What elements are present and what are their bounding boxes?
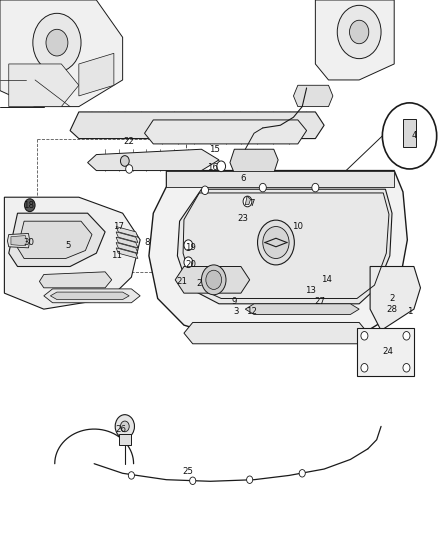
Circle shape	[120, 156, 129, 166]
Circle shape	[115, 415, 134, 438]
Polygon shape	[116, 243, 138, 253]
Circle shape	[403, 364, 410, 372]
Circle shape	[217, 161, 226, 172]
Circle shape	[247, 476, 253, 483]
Polygon shape	[0, 0, 123, 107]
Polygon shape	[116, 248, 138, 259]
Circle shape	[312, 183, 319, 192]
Text: 14: 14	[321, 276, 332, 284]
Text: 26: 26	[115, 425, 126, 433]
Polygon shape	[50, 292, 129, 300]
Circle shape	[263, 227, 289, 259]
Circle shape	[126, 165, 133, 173]
Text: 19: 19	[185, 244, 196, 252]
Circle shape	[403, 332, 410, 340]
Text: 2: 2	[197, 279, 202, 288]
Circle shape	[206, 270, 222, 289]
Polygon shape	[70, 112, 324, 139]
Text: 9: 9	[232, 297, 237, 305]
Text: 11: 11	[110, 252, 122, 260]
Polygon shape	[18, 221, 92, 259]
Polygon shape	[116, 232, 138, 243]
Text: 8: 8	[144, 238, 149, 247]
Text: 20: 20	[185, 261, 196, 269]
Circle shape	[120, 421, 129, 432]
Text: 12: 12	[246, 308, 258, 316]
Circle shape	[25, 199, 35, 212]
Polygon shape	[315, 0, 394, 80]
Polygon shape	[403, 119, 416, 147]
Circle shape	[33, 13, 81, 72]
Text: 22: 22	[124, 137, 135, 146]
Circle shape	[128, 472, 134, 479]
Circle shape	[258, 220, 294, 265]
Polygon shape	[79, 53, 114, 96]
Polygon shape	[245, 304, 359, 314]
Text: 3: 3	[234, 308, 239, 316]
Polygon shape	[116, 237, 138, 248]
Circle shape	[184, 257, 193, 268]
Polygon shape	[184, 322, 368, 344]
Circle shape	[361, 364, 368, 372]
Text: 17: 17	[113, 222, 124, 231]
Polygon shape	[9, 64, 79, 107]
Circle shape	[259, 183, 266, 192]
Circle shape	[382, 103, 437, 169]
Polygon shape	[44, 289, 140, 303]
Text: 4: 4	[411, 132, 417, 140]
Text: 28: 28	[386, 305, 398, 313]
Circle shape	[201, 186, 208, 195]
Circle shape	[299, 470, 305, 477]
Polygon shape	[177, 189, 392, 304]
Text: 13: 13	[305, 286, 317, 295]
Polygon shape	[357, 328, 414, 376]
Circle shape	[337, 5, 381, 59]
Text: 21: 21	[176, 277, 187, 286]
Polygon shape	[166, 171, 394, 187]
Polygon shape	[9, 213, 105, 266]
Polygon shape	[149, 171, 407, 336]
Polygon shape	[293, 85, 333, 107]
Circle shape	[243, 196, 252, 207]
Polygon shape	[175, 266, 250, 293]
Text: 10: 10	[292, 222, 304, 231]
Text: 18: 18	[23, 201, 34, 209]
Polygon shape	[88, 149, 219, 171]
Text: 16: 16	[207, 164, 218, 172]
Text: 7: 7	[249, 199, 254, 208]
Circle shape	[361, 332, 368, 340]
Polygon shape	[4, 197, 140, 309]
Text: 2: 2	[389, 294, 395, 303]
Text: 25: 25	[183, 467, 194, 476]
Text: 6: 6	[240, 174, 246, 183]
Text: 27: 27	[314, 297, 325, 305]
Polygon shape	[119, 434, 131, 445]
Polygon shape	[370, 266, 420, 330]
Text: 5: 5	[65, 241, 71, 249]
Polygon shape	[39, 272, 112, 288]
Text: 1: 1	[407, 308, 412, 316]
Circle shape	[46, 29, 68, 56]
Text: 24: 24	[382, 348, 393, 356]
Polygon shape	[7, 233, 30, 248]
Text: 23: 23	[237, 214, 249, 223]
Polygon shape	[245, 196, 251, 205]
Polygon shape	[116, 227, 138, 237]
Circle shape	[201, 265, 226, 295]
Text: 30: 30	[23, 238, 34, 247]
Circle shape	[350, 20, 369, 44]
Polygon shape	[145, 120, 307, 144]
Text: 15: 15	[209, 145, 220, 154]
Circle shape	[190, 477, 196, 484]
Polygon shape	[230, 149, 278, 173]
Polygon shape	[11, 236, 27, 246]
Circle shape	[184, 240, 193, 251]
